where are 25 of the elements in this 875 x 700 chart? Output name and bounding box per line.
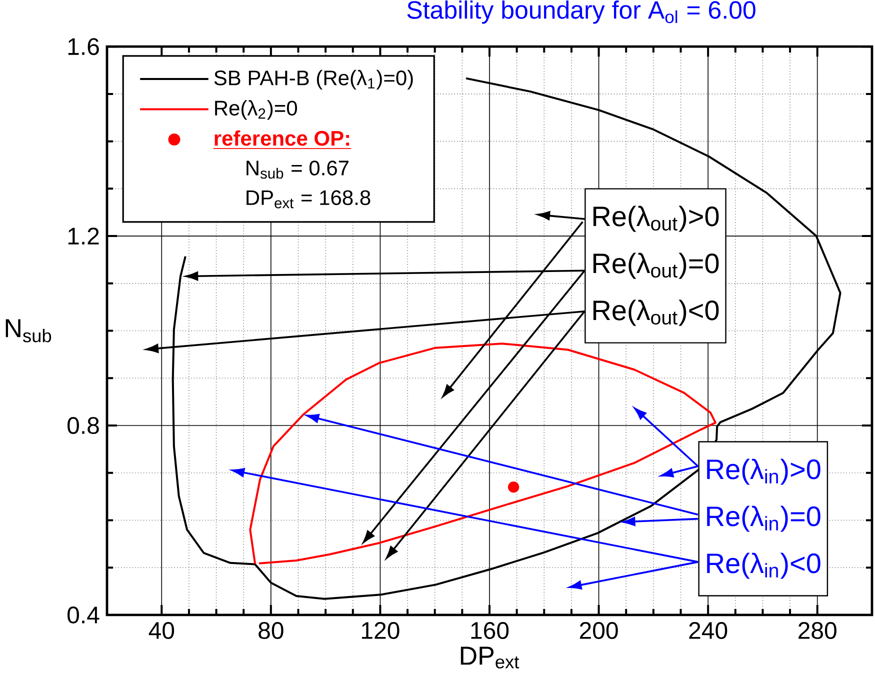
x-tick-label: 80 (258, 622, 284, 640)
chart-title: Stability boundary for A$_{ol}$ = 6.00 (407, 0, 756, 24)
annotation: DP$_{ext}$ = 168.8 (246, 190, 370, 208)
y-tick-label: 0.4 (68, 606, 100, 624)
x-tick-label: 280 (798, 622, 836, 640)
x-tick-label: 120 (362, 622, 400, 640)
annotation: Re(λ$_{in}$)=0 (707, 506, 820, 532)
legend-label: reference OP: (214, 130, 350, 146)
x-tick-label: 160 (471, 622, 509, 640)
annotation: Re(λ$_{in}$)>0 (707, 458, 820, 485)
y-tick-label: 1.6 (68, 38, 99, 56)
annotation: N$_{sub}$ = 0.67 (246, 160, 348, 179)
x-tick-label: 240 (689, 622, 728, 640)
annotation: Re(λ$_{out}$)=0 (593, 252, 719, 279)
legend-label: Re(λ$_{2}$)=0 (215, 100, 298, 120)
annotation: Re(λ$_{out}$)<0 (593, 300, 719, 326)
y-tick-label: 0.8 (68, 417, 99, 434)
x-axis-title: DP$_{ext}$ (460, 646, 520, 668)
annotation: Re(λ$_{in}$)<0 (707, 552, 820, 579)
x-tick-label: 200 (580, 622, 618, 640)
y-tick-label: 1.2 (68, 228, 99, 244)
annotation: Re(λ$_{out}$)>0 (593, 206, 719, 232)
y-axis-title: N$_{sub}$ (6, 319, 52, 342)
x-tick-label: 40 (148, 622, 174, 640)
legend-label: SB PAH-B (Re(λ$_{1}$)=0) (214, 70, 413, 90)
